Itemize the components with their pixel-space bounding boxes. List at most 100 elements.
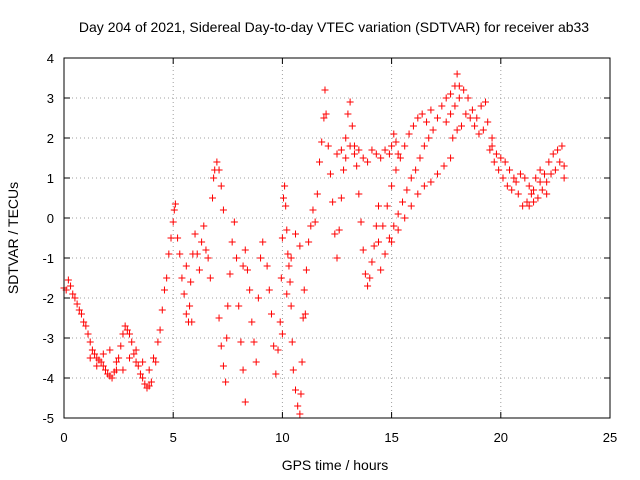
data-point [538,186,546,194]
data-point [126,354,134,362]
data-point [99,350,107,358]
data-point [279,194,287,202]
data-point [482,98,490,106]
data-point [287,254,295,262]
data-point [499,174,507,182]
data-point [174,234,182,242]
data-point [152,358,160,366]
data-point [331,230,339,238]
data-point [165,250,173,258]
data-point [182,262,190,270]
data-point [464,94,472,102]
data-point [355,190,363,198]
data-point [340,166,348,174]
y-tick-label: 1 [47,171,54,186]
data-point [364,158,372,166]
data-point [241,398,249,406]
data-point [281,182,289,190]
data-point [272,370,280,378]
data-point [324,142,332,150]
data-point [80,318,88,326]
data-point [91,350,99,358]
data-point [219,206,227,214]
data-point [222,378,230,386]
data-point [377,154,385,162]
data-point [532,174,540,182]
data-point [71,294,79,302]
data-point [270,342,278,350]
data-point [401,142,409,150]
data-point [286,278,294,286]
data-point [117,342,125,350]
data-point [276,318,284,326]
data-point [292,386,300,394]
data-point [121,322,129,330]
axis-ticks [63,57,611,419]
data-point [372,150,380,158]
data-point [477,102,485,110]
data-point [171,200,179,208]
data-point [468,106,476,114]
data-point [385,234,393,242]
y-tick-label: -2 [42,291,54,306]
data-point [519,202,527,210]
data-point [449,134,457,142]
data-point [282,202,290,210]
data-point [88,346,96,354]
data-point [525,182,533,190]
data-point [385,150,393,158]
data-point [455,94,463,102]
data-point [64,276,72,284]
data-point [333,150,341,158]
x-tick-label: 20 [494,430,508,445]
data-point [401,214,409,222]
data-point [326,170,334,178]
data-point [230,218,238,226]
data-point [101,366,109,374]
data-point [259,238,267,246]
data-point [217,342,225,350]
data-point [93,354,101,362]
data-point [228,238,236,246]
data-point [284,250,292,258]
data-point [73,300,81,308]
data-point [182,310,190,318]
data-point [409,122,417,130]
data-point [217,182,225,190]
data-point [186,302,194,310]
data-point [433,170,441,178]
data-point [405,130,413,138]
data-point [414,114,422,122]
data-point [176,250,184,258]
data-point [115,354,123,362]
data-point [394,210,402,218]
data-point [99,362,107,370]
data-point [158,306,166,314]
data-point [139,374,147,382]
data-point [285,262,293,270]
x-axis-label: GPS time / hours [282,457,389,473]
data-point [492,150,500,158]
data-point [309,206,317,214]
data-point [374,238,382,246]
data-point [407,202,415,210]
plot-frame [63,57,611,419]
data-point [344,110,352,118]
data-point [112,358,120,366]
data-point [394,226,402,234]
y-tick-label: 2 [47,131,54,146]
data-point [425,134,433,142]
data-point [106,372,114,380]
data-point [350,150,358,158]
data-point [501,158,509,166]
data-point [379,222,387,230]
data-point [241,246,249,254]
data-point [540,170,548,178]
data-point [508,186,516,194]
data-point [396,154,404,162]
data-point [403,186,411,194]
data-point [388,182,396,190]
data-point [329,198,337,206]
data-point [147,378,155,386]
x-tick-labels: 0 5 10 15 20 25 [60,430,617,445]
